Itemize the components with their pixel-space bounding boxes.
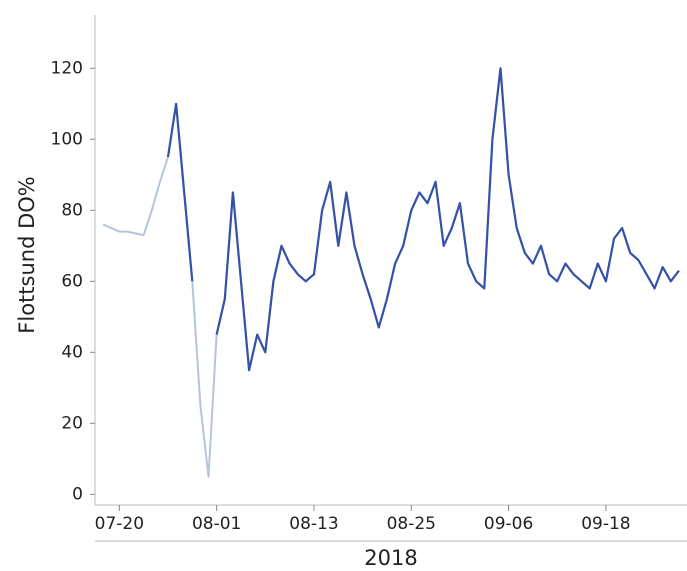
x-tick-label: 08-13 — [289, 514, 338, 534]
x-tick-label: 08-25 — [387, 514, 436, 534]
data-line — [166, 67, 680, 372]
y-tick-label: 20 — [61, 413, 83, 433]
data-line — [102, 67, 680, 478]
y-tick-label: 60 — [61, 271, 83, 291]
y-axis-label: Flottsund DO% — [15, 176, 39, 333]
y-tick-label: 120 — [51, 58, 83, 78]
y-tick-label: 80 — [61, 200, 83, 220]
y-tick-label: 100 — [51, 129, 83, 149]
x-tick-label: 09-18 — [581, 514, 630, 534]
x-tick-label: 09-06 — [484, 514, 533, 534]
y-tick-label: 0 — [72, 484, 83, 504]
x-tick-label: 07-20 — [95, 514, 144, 534]
x-axis-label: 2018 — [364, 546, 417, 570]
y-tick-label: 40 — [61, 342, 83, 362]
x-tick-label: 08-01 — [192, 514, 241, 534]
